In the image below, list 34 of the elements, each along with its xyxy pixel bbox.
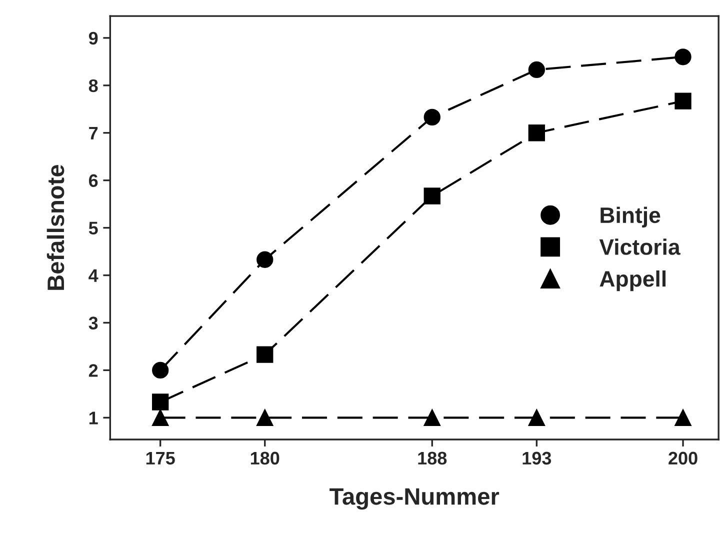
point xyxy=(528,124,545,142)
y-tick-label: 9 xyxy=(88,32,98,45)
y-axis-title: Befallsnote xyxy=(46,164,64,290)
point xyxy=(152,362,169,379)
y-tick-label: 4 xyxy=(88,269,98,282)
point xyxy=(528,409,545,426)
point xyxy=(256,409,274,426)
point xyxy=(256,251,274,268)
y-tick-label: 8 xyxy=(88,79,98,92)
y-tick-label: 3 xyxy=(88,316,98,330)
point xyxy=(152,409,169,426)
y-tick-label: 2 xyxy=(88,364,98,377)
x-tick-label: 175 xyxy=(146,452,175,465)
x-tick-label: 200 xyxy=(668,452,698,465)
x-axis-title: Tages-Nummer xyxy=(330,488,500,510)
point xyxy=(528,61,545,78)
x-tick-label: 180 xyxy=(250,452,280,465)
point xyxy=(424,188,440,204)
legend-label: Bintje xyxy=(600,206,660,228)
point xyxy=(152,394,169,410)
point xyxy=(674,92,692,110)
y-tick-label: 5 xyxy=(88,222,98,235)
point xyxy=(424,108,440,126)
legend-label: Victoria xyxy=(599,238,680,255)
x-tick-label: 193 xyxy=(522,452,552,465)
point xyxy=(674,409,692,426)
point xyxy=(674,48,692,66)
y-tick-label: 6 xyxy=(88,174,98,188)
point xyxy=(424,409,440,426)
y-tick-label: 1 xyxy=(89,412,98,424)
point xyxy=(256,346,274,363)
legend-label: Appell xyxy=(600,270,666,292)
x-tick-label: 188 xyxy=(418,452,447,465)
y-tick-label: 7 xyxy=(89,126,98,140)
